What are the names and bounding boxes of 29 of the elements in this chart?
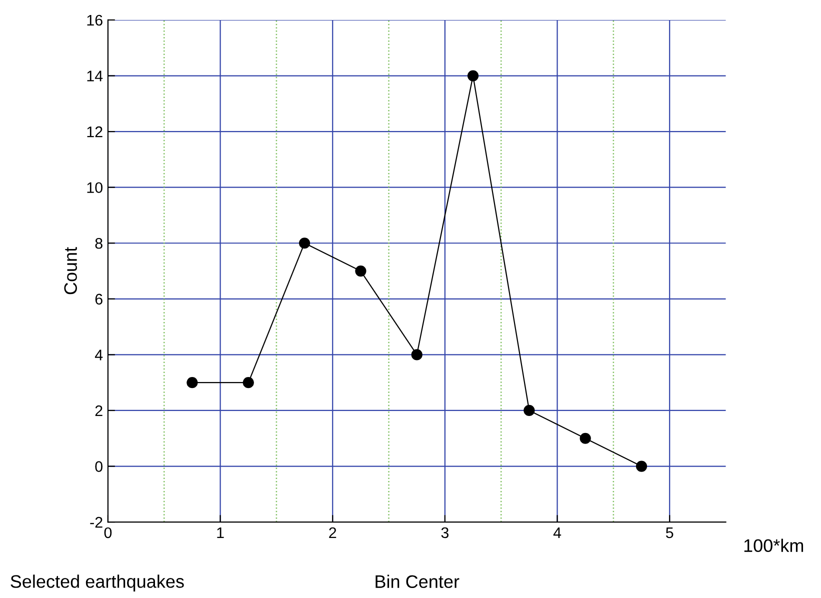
x-axis-title: Bin Center xyxy=(376,574,460,588)
x-tick-label: 3 xyxy=(441,527,449,538)
y-tick-label: 12 xyxy=(87,126,102,138)
point xyxy=(355,265,366,277)
y-tick-label: 6 xyxy=(95,294,102,305)
y-tick-label: 14 xyxy=(87,70,103,82)
y-tick-label: -2 xyxy=(90,516,102,528)
y-tick-label: 8 xyxy=(95,238,102,249)
point xyxy=(467,70,479,82)
y-tick-label: 10 xyxy=(87,182,103,194)
text: 100*km xyxy=(744,538,804,552)
point xyxy=(298,238,310,249)
y-tick-label: 4 xyxy=(94,350,103,360)
point xyxy=(186,377,198,388)
point xyxy=(580,432,591,444)
y-tick-label: 2 xyxy=(95,405,102,416)
x-tick-label: 2 xyxy=(329,527,336,538)
point xyxy=(524,404,535,416)
y-tick-label: 0 xyxy=(95,461,103,472)
x-tick-label: 0 xyxy=(104,527,112,538)
x-tick-label: 4 xyxy=(553,527,562,538)
y-axis-title: Count xyxy=(64,247,77,294)
point xyxy=(636,460,648,472)
point xyxy=(411,349,422,360)
point xyxy=(242,377,254,388)
y-tick-label: 16 xyxy=(87,14,102,26)
x-tick-label: 1 xyxy=(217,527,224,538)
x-tick-label: 5 xyxy=(666,527,674,538)
text: Selected earthquakes xyxy=(10,574,184,592)
